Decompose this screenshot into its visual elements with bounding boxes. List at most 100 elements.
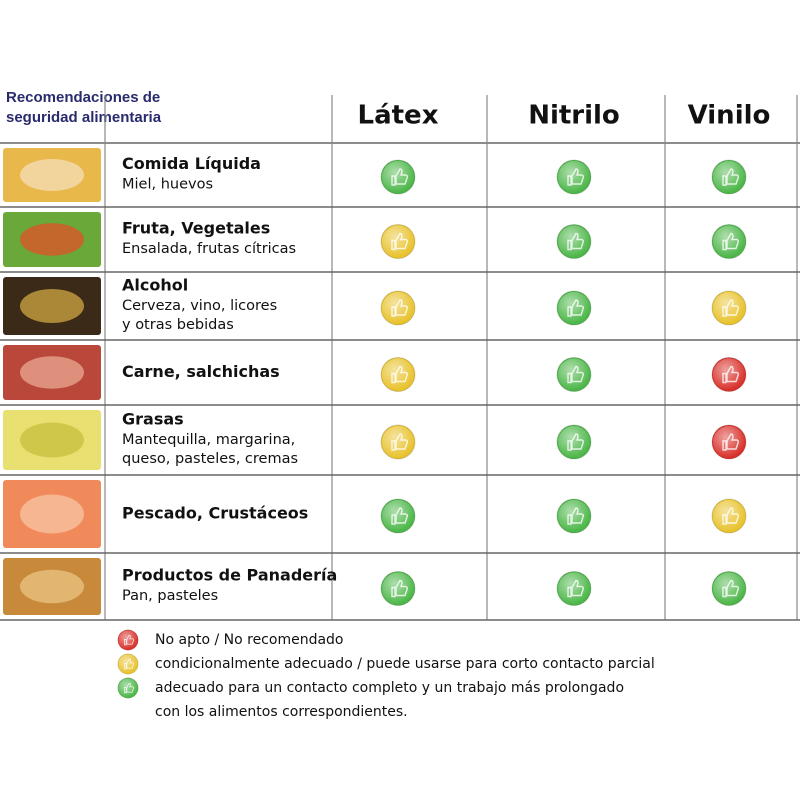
- rating-icon: [711, 357, 747, 392]
- rating-icon: [556, 224, 592, 259]
- row-description: y otras bebidas: [122, 317, 234, 333]
- rating-icon: [380, 357, 416, 392]
- icon-shine: [558, 358, 590, 391]
- row-name: Comida Líquida: [122, 154, 261, 173]
- thumb: [391, 507, 409, 525]
- icon-shine: [713, 500, 745, 532]
- rating-icon: [711, 159, 747, 195]
- icon-shine: [558, 292, 590, 324]
- icon-shine: [558, 426, 590, 458]
- column-header: Vinilo: [688, 101, 771, 131]
- thumb: [123, 682, 135, 694]
- rating-icon: [556, 357, 592, 392]
- thumb: [391, 433, 409, 451]
- thumb: [722, 232, 740, 251]
- icon-shine: [713, 358, 745, 391]
- row-description: Mantequilla, margarina,: [122, 432, 295, 448]
- thumb: [722, 579, 740, 598]
- food-image-detail: [20, 422, 84, 458]
- icon-shine: [713, 426, 745, 458]
- row-name: Grasas: [122, 410, 184, 429]
- row-name: Carne, salchichas: [122, 362, 280, 381]
- rating-icon: [556, 571, 592, 606]
- legend-text: condicionalmente adecuado / puede usarse…: [155, 656, 655, 672]
- thumb: [391, 365, 409, 384]
- thumb: [722, 507, 740, 525]
- icon-shine: [382, 225, 414, 258]
- food-image-detail: [20, 569, 84, 604]
- icon-shine: [382, 426, 414, 458]
- thumb: [391, 579, 409, 598]
- food-image-detail: [20, 356, 84, 389]
- icon-shine: [118, 654, 138, 674]
- thumb: [567, 299, 585, 317]
- column-header: Látex: [358, 101, 439, 131]
- thumb: [123, 634, 135, 646]
- row-name: Pescado, Crustáceos: [122, 504, 308, 523]
- icon-shine: [118, 630, 138, 650]
- thumb: [722, 168, 740, 186]
- rating-icon: [380, 224, 416, 259]
- legend-text: No apto / No recomendado: [155, 632, 343, 648]
- icon-shine: [382, 572, 414, 605]
- food-image-detail: [20, 223, 84, 256]
- rating-icon: [380, 159, 416, 195]
- thumb: [722, 433, 740, 451]
- thumb: [391, 299, 409, 317]
- title: seguridad alimentaria: [6, 109, 162, 126]
- thumb: [123, 658, 135, 670]
- rating-icon: [556, 290, 592, 326]
- icon-shine: [558, 572, 590, 605]
- row-description: queso, pasteles, cremas: [122, 451, 298, 467]
- icon-shine: [382, 500, 414, 532]
- thumb: [567, 232, 585, 251]
- thumb: [567, 168, 585, 186]
- food-image-detail: [20, 494, 84, 534]
- row-name: Productos de Panadería: [122, 566, 337, 585]
- icon-shine: [558, 500, 590, 532]
- legend-icon: [117, 629, 139, 651]
- thumb: [567, 365, 585, 384]
- row-name: Alcohol: [122, 276, 188, 295]
- rating-icon: [380, 571, 416, 606]
- rating-icon: [556, 498, 592, 534]
- food-image-detail: [20, 159, 84, 191]
- rating-icon: [711, 571, 747, 606]
- rating-icon: [380, 290, 416, 326]
- thumb: [391, 232, 409, 251]
- icon-shine: [382, 161, 414, 193]
- icon-shine: [713, 292, 745, 324]
- row-description: Cerveza, vino, licores: [122, 298, 277, 314]
- rating-icon: [711, 498, 747, 534]
- food-image-detail: [20, 289, 84, 323]
- rating-icon: [711, 424, 747, 460]
- icon-shine: [558, 225, 590, 258]
- row-description: Pan, pasteles: [122, 588, 218, 604]
- row-name: Fruta, Vegetales: [122, 219, 270, 238]
- icon-shine: [713, 225, 745, 258]
- icon-shine: [713, 572, 745, 605]
- thumb: [722, 365, 740, 384]
- row-description: Miel, huevos: [122, 177, 213, 193]
- thumb: [567, 507, 585, 525]
- icon-shine: [713, 161, 745, 193]
- row-description: Ensalada, frutas cítricas: [122, 241, 296, 257]
- rating-icon: [556, 159, 592, 195]
- rating-icon: [711, 224, 747, 259]
- icon-shine: [382, 292, 414, 324]
- legend-icon: [117, 653, 139, 675]
- rating-icon: [556, 424, 592, 460]
- legend-icon: [117, 677, 139, 699]
- rating-icon: [711, 290, 747, 326]
- icon-shine: [558, 161, 590, 193]
- column-header: Nitrilo: [528, 101, 620, 131]
- thumb: [567, 579, 585, 598]
- rating-icon: [380, 424, 416, 460]
- thumb: [391, 168, 409, 186]
- icon-shine: [382, 358, 414, 391]
- legend-text: adecuado para un contacto completo y un …: [155, 680, 624, 696]
- rating-icon: [380, 498, 416, 534]
- legend-text: con los alimentos correspondientes.: [155, 704, 408, 720]
- thumb: [722, 299, 740, 317]
